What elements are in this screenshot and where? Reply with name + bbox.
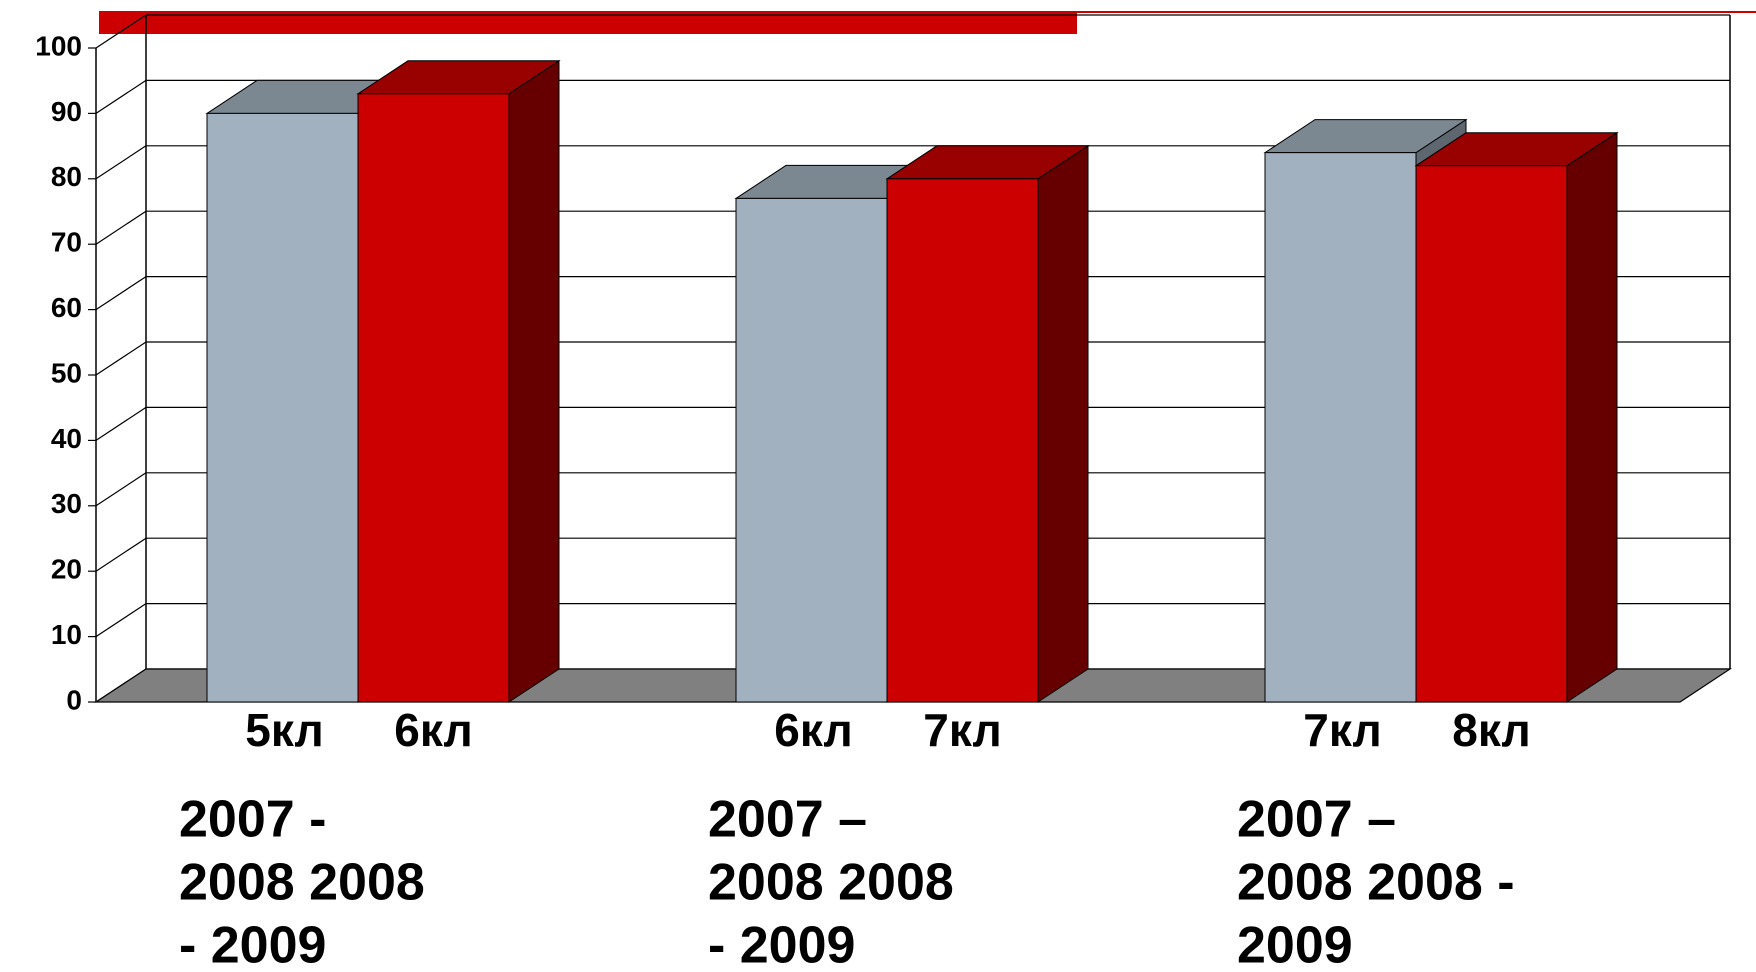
category-label: 2007 – (1237, 791, 1396, 849)
header-bar (99, 11, 1077, 34)
y-tick-label: 60 (51, 292, 82, 323)
y-tick-label: 10 (51, 619, 82, 650)
y-tick-label: 80 (51, 161, 82, 192)
bar-side (1037, 144, 1089, 703)
y-tick-label: 30 (51, 488, 82, 519)
tick-diagonal (95, 472, 147, 507)
tick-diagonal (95, 341, 147, 376)
bar (1264, 152, 1417, 703)
category-label: 2007 – (708, 791, 867, 849)
bar-label: 7кл (923, 704, 1001, 756)
bar-side (508, 59, 560, 703)
tick-diagonal (95, 537, 147, 572)
bar (886, 178, 1039, 703)
bar-label: 8кл (1452, 704, 1530, 756)
y-tick-label: 0 (66, 684, 82, 715)
tick-diagonal (95, 603, 147, 638)
tick-diagonal (95, 145, 147, 180)
category-label: 2008 2008 (708, 854, 954, 912)
bar-side (1566, 131, 1618, 703)
bar (206, 112, 359, 703)
y-tick-label: 90 (51, 96, 82, 127)
bar-label: 5кл (245, 704, 323, 756)
tick-diagonal (95, 406, 147, 441)
bar-label: 7кл (1303, 704, 1381, 756)
tick-diagonal (95, 79, 147, 114)
category-label: 2007 - (179, 791, 326, 849)
tick-diagonal (95, 276, 147, 311)
y-tick-label: 20 (51, 554, 82, 585)
category-label: 2009 (1237, 917, 1353, 972)
bar (357, 93, 510, 703)
y-tick-label: 50 (51, 357, 82, 388)
bar-label: 6кл (394, 704, 472, 756)
tick-diagonal (95, 14, 147, 49)
tick-diagonal (95, 210, 147, 245)
bar (735, 197, 888, 703)
category-label: - 2009 (179, 917, 326, 972)
y-tick-label: 70 (51, 227, 82, 258)
category-label: - 2009 (708, 917, 855, 972)
y-tick-label: 100 (35, 30, 82, 61)
category-label: 2008 2008 - (1237, 854, 1515, 912)
bar (1415, 165, 1568, 703)
category-label: 2008 2008 (179, 854, 425, 912)
y-tick-label: 40 (51, 423, 82, 454)
bar-label: 6кл (774, 704, 852, 756)
